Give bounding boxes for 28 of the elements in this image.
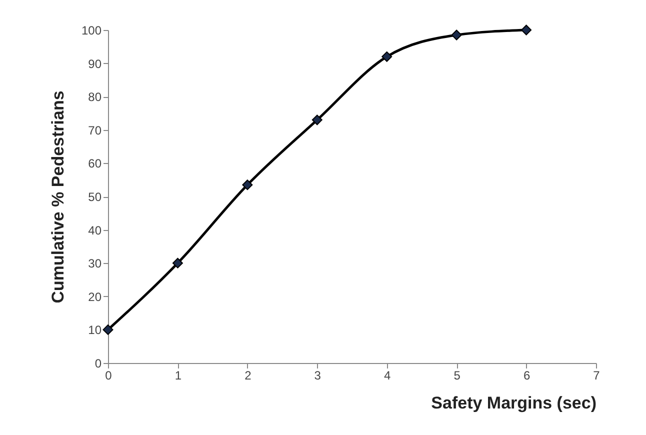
x-tick-label: 2: [244, 368, 252, 382]
y-tick-label: 50: [88, 190, 102, 204]
x-tick-label: 3: [314, 368, 322, 382]
y-tick-label: 40: [88, 223, 102, 238]
x-tick-label: 4: [384, 368, 392, 382]
y-tick-label: 20: [88, 290, 102, 304]
y-tick-label: 10: [88, 323, 102, 338]
point: [242, 180, 253, 190]
y-tick-label: 60: [88, 156, 102, 171]
y-tick-label: 90: [88, 56, 102, 71]
x-tick-label: 7: [593, 368, 600, 382]
y-tick-label: 80: [88, 90, 102, 104]
x-axis-title: Safety Margins (sec): [431, 394, 596, 412]
point: [521, 24, 532, 36]
point: [312, 114, 322, 126]
y-tick-label: 30: [88, 256, 102, 271]
point: [451, 30, 462, 40]
point: [172, 258, 183, 268]
x-tick-label: 5: [454, 368, 461, 382]
y-tick-label: 100: [81, 24, 102, 38]
x-tick-label: 1: [174, 368, 182, 382]
point: [102, 324, 114, 335]
point: [382, 51, 392, 62]
y-tick-label: 70: [88, 123, 102, 138]
x-tick-label: 0: [105, 368, 112, 382]
y-axis-title: Cumulative % Pedestrians: [48, 90, 68, 304]
x-tick-label: 6: [523, 368, 530, 382]
y-tick-label: 0: [94, 356, 102, 370]
